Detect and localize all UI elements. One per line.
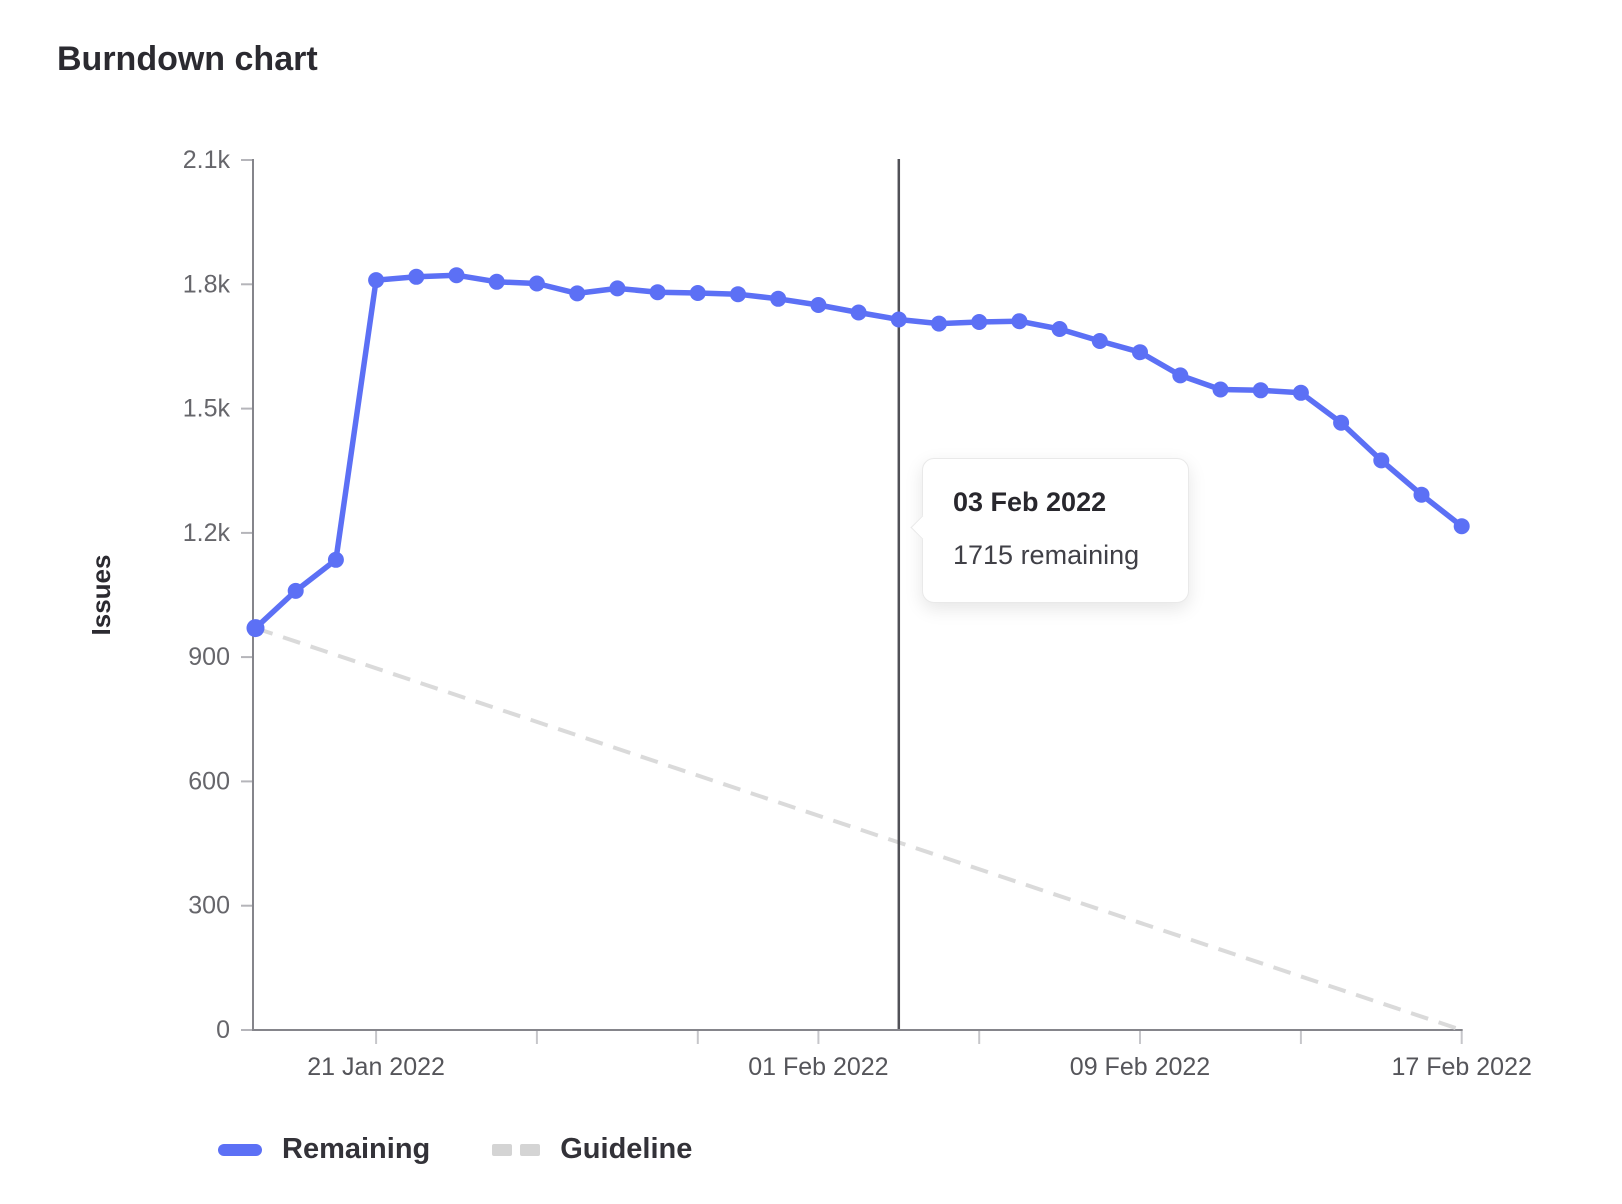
x-tick-label: 21 Jan 2022 — [307, 1053, 445, 1081]
remaining-point[interactable] — [488, 273, 505, 290]
y-tick-label: 0 — [216, 1016, 230, 1044]
remaining-point[interactable] — [1373, 452, 1390, 469]
remaining-point[interactable] — [246, 619, 265, 638]
remaining-point[interactable] — [287, 582, 304, 599]
remaining-point[interactable] — [689, 285, 706, 301]
remaining-point[interactable] — [730, 286, 746, 303]
remaining-point[interactable] — [1292, 384, 1309, 401]
y-tick-label: 2.1k — [183, 146, 231, 174]
x-tick-label: 01 Feb 2022 — [748, 1053, 888, 1081]
tooltip-remaining: 1715 remaining — [953, 540, 1140, 570]
remaining-point[interactable] — [770, 290, 787, 307]
remaining-point[interactable] — [609, 280, 626, 297]
remaining-point[interactable] — [1172, 367, 1189, 384]
y-tick-label: 600 — [188, 767, 230, 795]
remaining-point[interactable] — [327, 551, 344, 568]
remaining-point[interactable] — [1091, 333, 1108, 349]
remaining-point[interactable] — [1252, 382, 1269, 399]
remaining-point[interactable] — [408, 268, 425, 285]
legend-item-remaining[interactable]: Remaining — [218, 1133, 430, 1166]
x-tick-label: 09 Feb 2022 — [1070, 1053, 1210, 1081]
remaining-point[interactable] — [1051, 321, 1068, 337]
y-tick-label: 1.8k — [183, 270, 231, 298]
remaining-point[interactable] — [1453, 518, 1470, 535]
tooltip: 03 Feb 2022 1715 remaining — [922, 458, 1189, 603]
remaining-point[interactable] — [1333, 414, 1350, 431]
page-title: Burndown chart — [57, 40, 318, 78]
y-axis-title: Issues — [86, 555, 116, 636]
remaining-point[interactable] — [890, 311, 907, 328]
remaining-point[interactable] — [569, 285, 586, 302]
tooltip-date: 03 Feb 2022 — [953, 487, 1107, 517]
remaining-point[interactable] — [1413, 486, 1430, 503]
remaining-point[interactable] — [448, 267, 465, 284]
y-tick-label: 300 — [188, 892, 230, 920]
remaining-point[interactable] — [1212, 381, 1229, 398]
legend-guideline-label: Guideline — [560, 1133, 693, 1165]
remaining-point[interactable] — [528, 275, 545, 292]
guideline-dash-swatch-icon — [492, 1143, 541, 1156]
remaining-point[interactable] — [368, 272, 385, 289]
x-tick-label: 17 Feb 2022 — [1391, 1053, 1531, 1081]
legend-remaining-label: Remaining — [282, 1133, 431, 1165]
remaining-point[interactable] — [931, 315, 947, 332]
guideline-line — [254, 626, 1463, 1032]
remaining-point[interactable] — [810, 297, 827, 313]
remaining-line — [252, 272, 1465, 631]
remaining-point[interactable] — [1132, 344, 1148, 361]
remaining-point[interactable] — [1011, 313, 1028, 330]
remaining-line-swatch-icon — [218, 1143, 262, 1156]
y-tick-label: 900 — [188, 643, 230, 671]
y-tick-label: 1.5k — [183, 395, 231, 423]
legend-item-guideline[interactable]: Guideline — [492, 1133, 692, 1166]
remaining-point[interactable] — [971, 314, 988, 330]
remaining-point[interactable] — [850, 304, 867, 321]
legend: Remaining Guideline — [218, 1133, 692, 1166]
remaining-point[interactable] — [649, 284, 666, 301]
y-tick-label: 1.2k — [183, 519, 231, 547]
